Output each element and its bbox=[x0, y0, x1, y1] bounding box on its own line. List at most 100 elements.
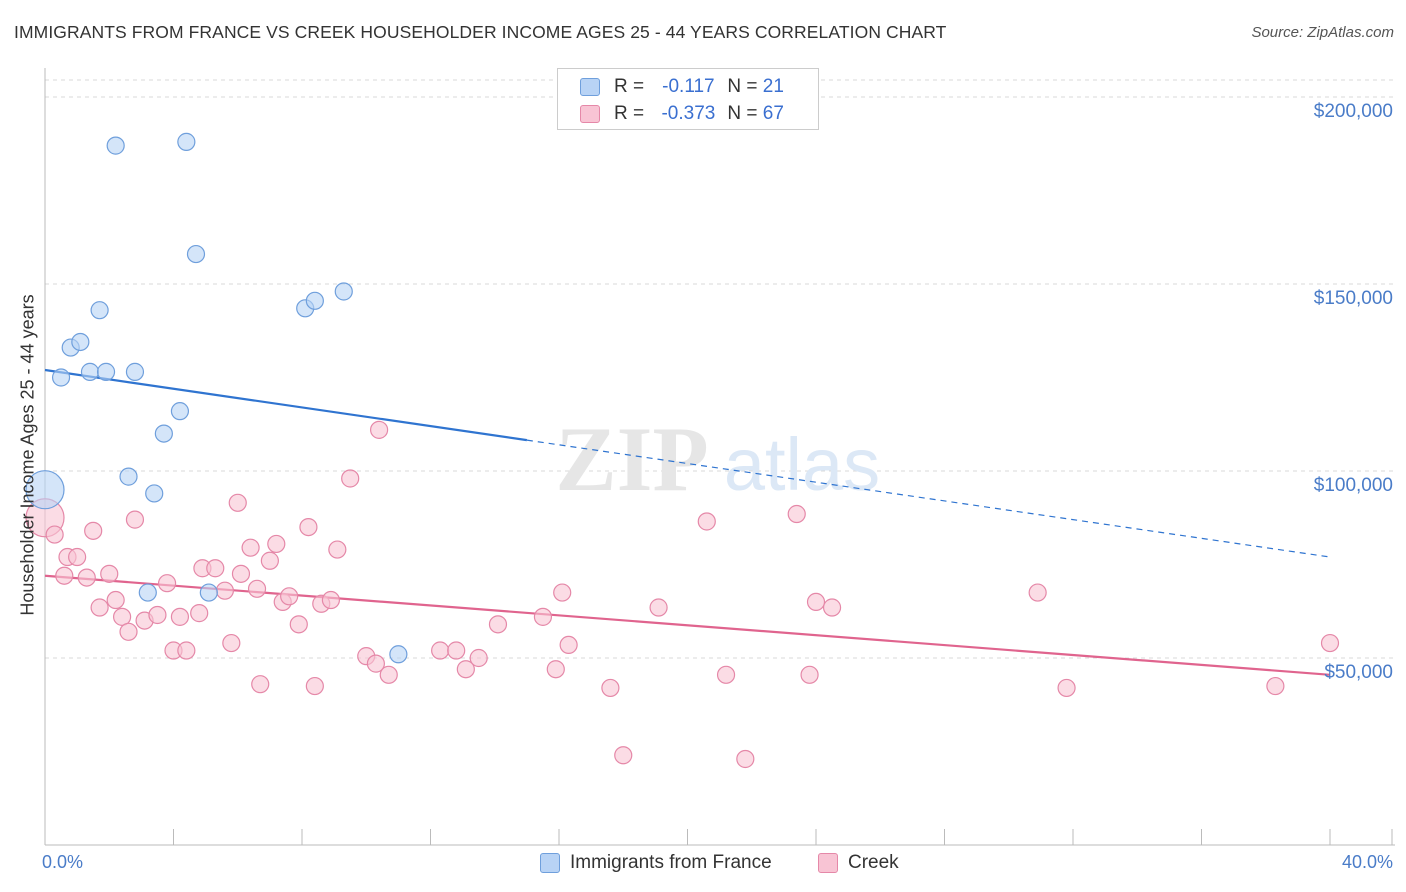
france-point bbox=[119, 467, 138, 486]
axes bbox=[44, 68, 1395, 846]
france-legend-swatch bbox=[540, 853, 560, 873]
legend-item-creek[interactable]: Creek bbox=[818, 852, 899, 874]
creek-point bbox=[321, 590, 341, 610]
france-trend-extension bbox=[526, 439, 1331, 558]
n-label: N = bbox=[727, 103, 758, 124]
x-tick-min: 0.0% bbox=[42, 852, 84, 872]
creek-point bbox=[45, 525, 64, 544]
creek-point bbox=[251, 675, 270, 694]
france-point bbox=[154, 424, 173, 443]
france-point bbox=[305, 291, 324, 310]
creek-point bbox=[1028, 583, 1047, 602]
creek-point bbox=[125, 510, 145, 529]
creek-point bbox=[488, 615, 508, 634]
legend-row-france: R = -0.117 N = 21 bbox=[580, 74, 784, 100]
creek-point bbox=[222, 633, 241, 653]
france-point bbox=[51, 368, 71, 387]
creek-point bbox=[215, 581, 234, 600]
creek-point bbox=[697, 512, 716, 531]
data-points bbox=[25, 132, 1340, 769]
creek-point bbox=[456, 660, 475, 679]
france-swatch bbox=[580, 78, 600, 96]
creek-point bbox=[206, 559, 225, 578]
france-point bbox=[125, 362, 145, 381]
creek-point bbox=[241, 538, 260, 557]
france-point bbox=[145, 484, 164, 503]
creek-point bbox=[148, 605, 167, 625]
creek-point bbox=[68, 547, 87, 567]
france-point bbox=[334, 282, 353, 301]
creek-point bbox=[370, 420, 389, 439]
n-label: N = bbox=[727, 76, 758, 97]
creek-point bbox=[157, 574, 177, 593]
watermark: ZIP atlas bbox=[555, 408, 880, 510]
y-tick-label: $200,000 bbox=[1313, 101, 1393, 122]
creek-point bbox=[328, 540, 347, 559]
r-label: R = bbox=[614, 76, 645, 97]
creek-point bbox=[228, 493, 247, 512]
creek-point bbox=[822, 598, 842, 617]
creek-point bbox=[447, 641, 466, 660]
creek-point bbox=[55, 566, 74, 585]
creek-legend-label: Creek bbox=[848, 852, 899, 873]
creek-point bbox=[431, 641, 450, 660]
watermark-atlas: atlas bbox=[724, 423, 880, 506]
creek-point bbox=[112, 607, 132, 626]
creek-point bbox=[260, 551, 279, 570]
france-point bbox=[25, 470, 65, 510]
france-point bbox=[80, 362, 100, 381]
creek-point bbox=[1266, 676, 1285, 696]
creek-point bbox=[100, 564, 119, 583]
creek-point bbox=[559, 635, 578, 655]
creek-point bbox=[533, 607, 553, 626]
france-point bbox=[106, 136, 125, 155]
france-point bbox=[170, 402, 190, 421]
creek-swatch bbox=[580, 105, 600, 123]
france-point bbox=[90, 301, 109, 320]
n-value-creek: 67 bbox=[762, 103, 784, 124]
france-point bbox=[71, 332, 90, 352]
creek-point bbox=[90, 598, 109, 617]
source-credit: Source: ZipAtlas.com bbox=[1251, 24, 1394, 41]
creek-point bbox=[469, 648, 488, 668]
france-point bbox=[389, 645, 408, 664]
creek-point bbox=[787, 504, 806, 524]
creek-point bbox=[305, 676, 324, 696]
creek-point bbox=[736, 749, 755, 769]
r-value-france: -0.117 bbox=[662, 76, 715, 97]
creek-point bbox=[106, 590, 125, 610]
creek-point bbox=[280, 587, 299, 606]
creek-point bbox=[267, 534, 286, 554]
france-trend-line bbox=[44, 368, 528, 442]
creek-point bbox=[77, 568, 96, 587]
creek-point bbox=[553, 583, 572, 602]
creek-point bbox=[806, 592, 826, 612]
creek-point bbox=[614, 746, 633, 765]
france-legend-label: Immigrants from France bbox=[570, 852, 772, 873]
watermark-zip: ZIP bbox=[555, 408, 708, 510]
france-point bbox=[199, 583, 218, 602]
correlation-legend: R = -0.117 N = 21 R = -0.373 N = 67 bbox=[557, 68, 819, 130]
creek-point bbox=[649, 598, 668, 617]
creek-point bbox=[231, 564, 251, 583]
legend-item-france[interactable]: Immigrants from France bbox=[540, 852, 772, 874]
creek-point bbox=[601, 678, 620, 698]
y-axis-label: Householder Income Ages 25 - 44 years bbox=[17, 294, 38, 616]
x-tick-max: 40.0% bbox=[1341, 852, 1393, 872]
r-label: R = bbox=[614, 103, 645, 124]
creek-point bbox=[546, 660, 565, 679]
france-point bbox=[96, 362, 116, 381]
france-point bbox=[186, 244, 206, 264]
chart-title: IMMIGRANTS FROM FRANCE VS CREEK HOUSEHOL… bbox=[14, 22, 947, 42]
creek-point bbox=[366, 654, 385, 673]
creek-legend-swatch bbox=[818, 853, 838, 873]
n-value-france: 21 bbox=[762, 76, 784, 97]
r-value-creek: -0.373 bbox=[661, 103, 716, 124]
creek-point bbox=[190, 604, 209, 623]
y-tick-label: $150,000 bbox=[1313, 288, 1393, 309]
creek-point bbox=[299, 517, 318, 537]
france-point bbox=[177, 132, 196, 151]
creek-point bbox=[84, 521, 103, 540]
creek-point bbox=[341, 469, 360, 488]
